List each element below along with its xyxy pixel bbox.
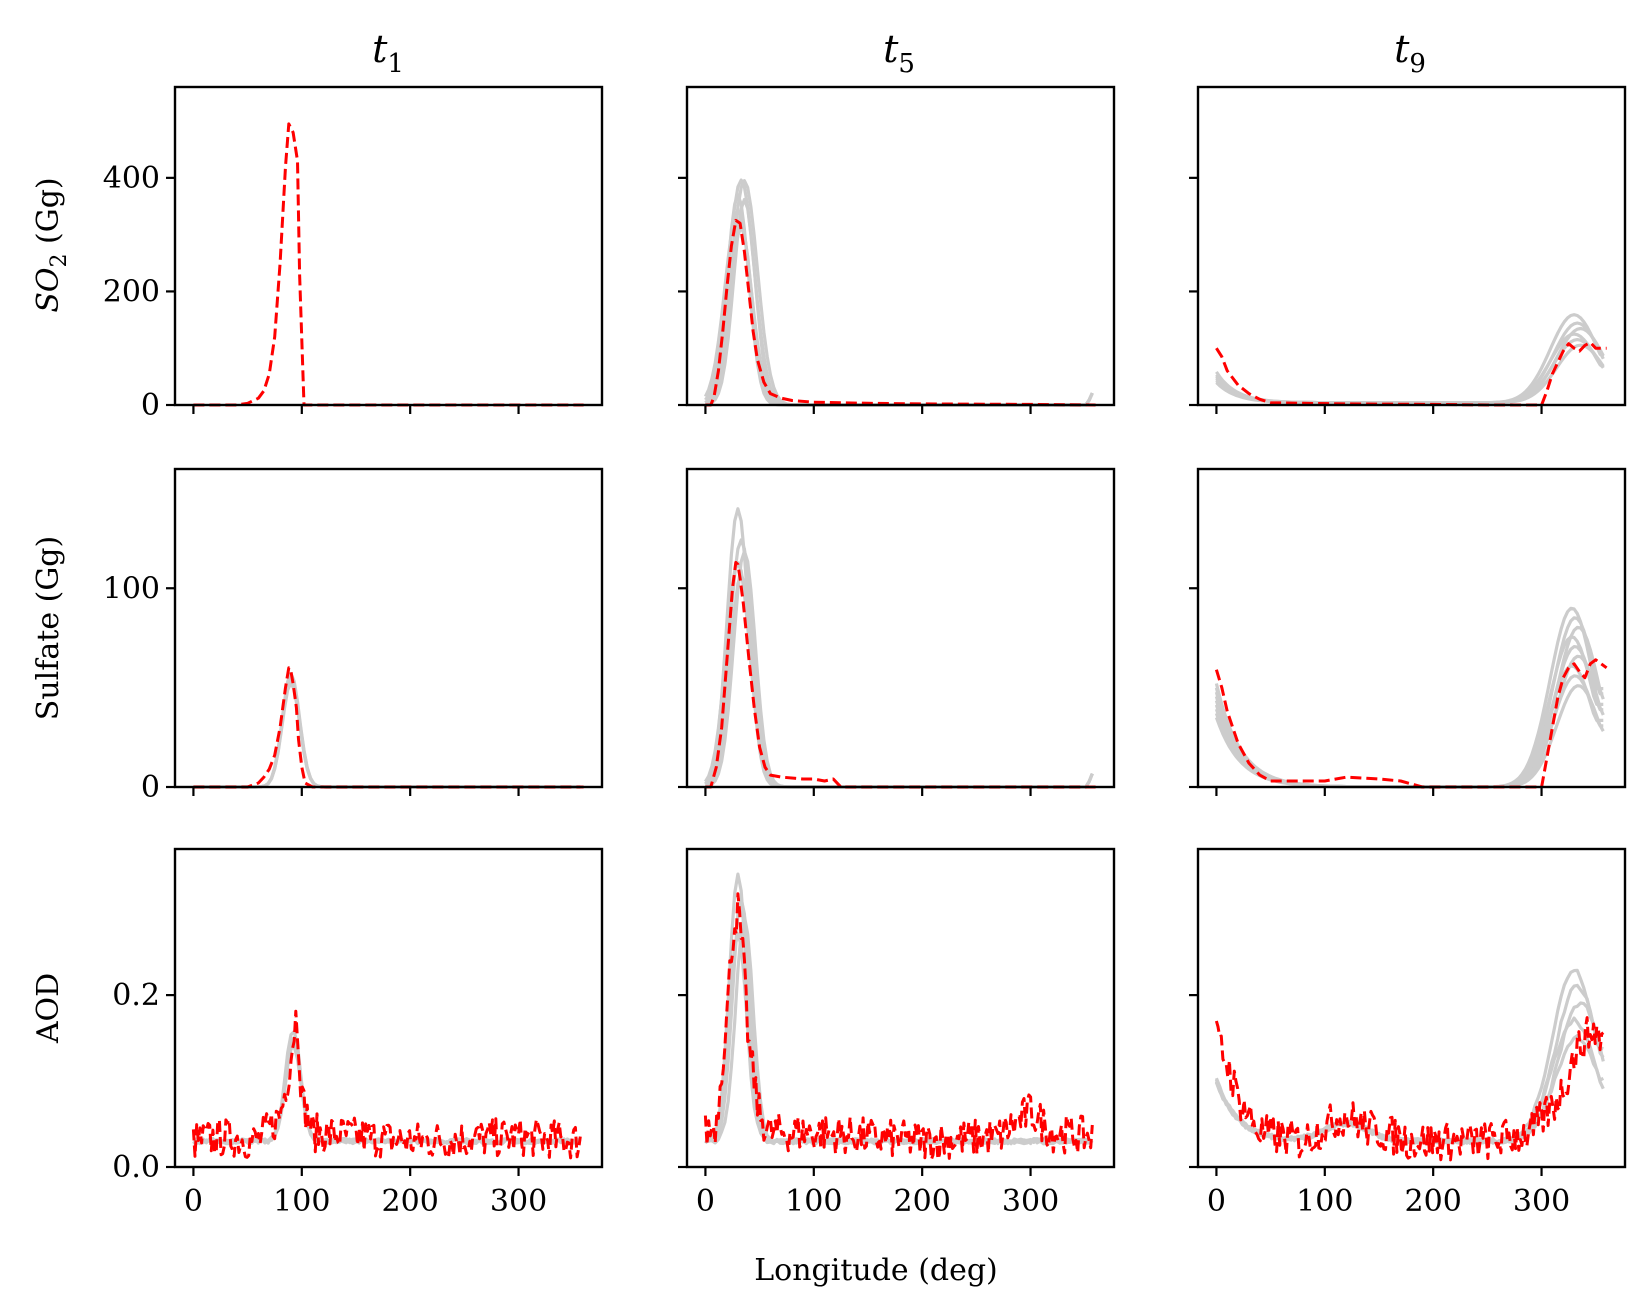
ensemble-line: [193, 675, 581, 789]
panel-r2-c0: 0 100 200 300 0.0 0.2: [112, 847, 604, 1219]
panel-grid: 0 200 400 0 100 0 100 200 300 0.0 0.2 0 100 200 300 0 10…: [103, 85, 1627, 1219]
observed-line: [1214, 658, 1608, 789]
plot-frame: [173, 467, 604, 789]
ensemble-line: [192, 1029, 582, 1146]
panel-r1-c0: 0 100: [103, 467, 604, 805]
panel-r1-c1: [678, 467, 1116, 796]
x-tick-label: 300: [1513, 1184, 1570, 1219]
y-tick-label: 0.2: [112, 978, 160, 1013]
x-tick-label: 0: [696, 1184, 715, 1219]
observed-line: [193, 666, 584, 789]
ensemble-line: [192, 1036, 582, 1146]
x-tick-label: 300: [1002, 1184, 1059, 1219]
y-tick-label: 400: [103, 161, 160, 196]
plot-frame: [173, 85, 604, 407]
panel-r0-c1: [678, 85, 1116, 414]
panel-r1-c2: [1189, 467, 1627, 796]
x-tick-label: 200: [382, 1184, 439, 1219]
panel-r0-c0: 0 200 400: [103, 85, 604, 423]
ylabel-so2: SO2 (Gg): [31, 177, 72, 312]
y-tick-label: 100: [103, 571, 160, 606]
ensemble-line: [193, 681, 581, 789]
ensemble-line: [704, 897, 1093, 1146]
observed-line: [191, 1009, 582, 1160]
xlabel-longitude: Longitude (deg): [754, 1253, 998, 1288]
ensemble-line: [193, 677, 581, 789]
x-tick-label: 300: [490, 1184, 547, 1219]
ensemble-line: [1215, 343, 1605, 405]
ylabel-sulfate: Sulfate (Gg): [31, 536, 66, 720]
ensemble-line: [1214, 606, 1604, 789]
panel-r2-c2: 0 100 200 300: [1189, 847, 1627, 1219]
ensemble-line: [1215, 326, 1605, 405]
x-tick-label: 200: [1405, 1184, 1462, 1219]
ensemble-line: [704, 538, 1094, 789]
col-title-t1: t1: [372, 27, 404, 79]
panel-r0-c2: [1189, 85, 1627, 414]
plot-frame: [1196, 467, 1627, 789]
ensemble-line: [193, 672, 581, 789]
x-tick-label: 0: [184, 1184, 203, 1219]
plot-frame: [173, 847, 604, 1169]
ensemble-line: [704, 572, 1094, 789]
x-tick-label: 100: [273, 1184, 330, 1219]
plot-frame: [1196, 85, 1627, 407]
observed-line: [193, 122, 584, 407]
x-tick-label: 100: [785, 1184, 842, 1219]
y-tick-label: 0: [141, 770, 160, 805]
y-tick-label: 200: [103, 274, 160, 309]
y-tick-label: 0.0: [112, 1150, 160, 1185]
x-tick-label: 200: [894, 1184, 951, 1219]
ensemble-line: [1215, 332, 1605, 405]
observed-line: [1214, 1016, 1605, 1162]
panel-r2-c1: 0 100 200 300: [678, 847, 1116, 1219]
col-title-t9: t9: [1394, 27, 1426, 79]
plot-frame: [685, 847, 1116, 1169]
ensemble-line: [705, 914, 1093, 1146]
plot-frame: [685, 85, 1116, 407]
observed-line: [703, 892, 1094, 1161]
x-tick-label: 100: [1296, 1184, 1353, 1219]
plot-frame: [685, 467, 1116, 789]
plot-frame: [1196, 847, 1627, 1169]
y-tick-label: 0: [141, 388, 160, 423]
ylabel-aod: AOD: [31, 973, 66, 1044]
ensemble-line: [705, 872, 1094, 1146]
observed-line: [705, 218, 1096, 407]
ensemble-line: [1215, 313, 1605, 405]
col-title-t5: t5: [883, 27, 915, 79]
observed-line: [705, 560, 1096, 789]
x-tick-label: 0: [1207, 1184, 1226, 1219]
